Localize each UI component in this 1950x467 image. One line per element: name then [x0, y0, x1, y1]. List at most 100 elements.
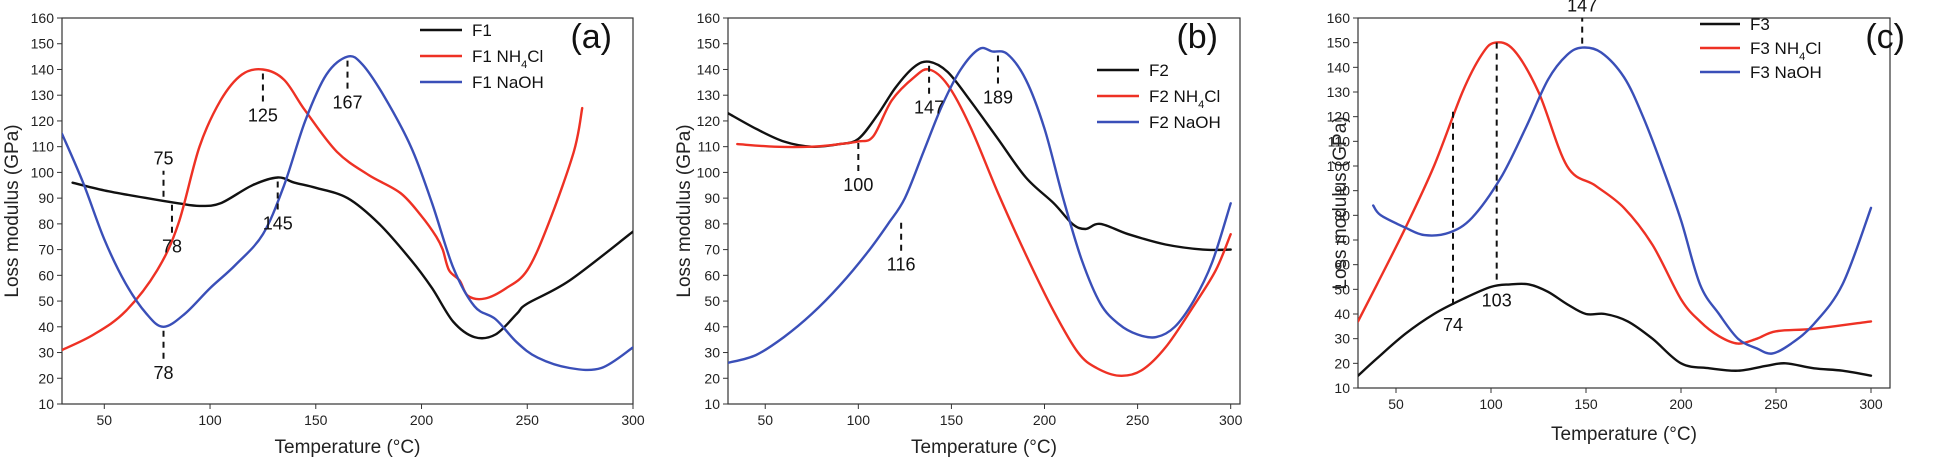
- x-tick-label: 200: [1033, 412, 1057, 428]
- series-line-f1-naoh: [62, 54, 633, 372]
- y-tick-label: 40: [38, 319, 54, 335]
- y-tick-label: 80: [704, 216, 720, 232]
- y-tick-label: 160: [1327, 10, 1351, 26]
- y-tick-label: 70: [704, 242, 720, 258]
- y-tick-label: 50: [1334, 281, 1350, 297]
- annotation-label: 78: [162, 237, 182, 257]
- x-tick-label: 300: [621, 412, 645, 428]
- y-tick-label: 90: [1334, 183, 1350, 199]
- y-tick-label: 120: [31, 113, 55, 129]
- annotation-label: 75: [153, 149, 173, 169]
- series-line-f3-naoh: [1372, 46, 1873, 355]
- series-line-f2-naoh: [728, 46, 1232, 364]
- series-line-f2-nh-cl: [736, 68, 1232, 377]
- x-tick-label: 150: [304, 412, 328, 428]
- annotation-label: 103: [1482, 290, 1512, 310]
- y-tick-label: 70: [1334, 232, 1350, 248]
- series-line-f3-nh-cl: [1358, 41, 1873, 345]
- annotation-label: 100: [843, 175, 873, 195]
- annotation-label: 147: [1567, 0, 1597, 16]
- y-tick-label: 100: [697, 164, 721, 180]
- y-axis-title: Loss modulus (GPa): [2, 124, 23, 297]
- x-axis-title: Temperature (°C): [275, 437, 421, 458]
- series-line-f3: [1358, 282, 1873, 377]
- x-tick-label: 250: [1126, 412, 1150, 428]
- y-tick-label: 90: [38, 190, 54, 206]
- annotation-label: 78: [153, 363, 173, 383]
- y-tick-label: 10: [38, 396, 54, 412]
- annotation-label: 125: [248, 105, 278, 125]
- panel-label: (c): [1865, 18, 1905, 56]
- x-tick-label: 50: [97, 412, 113, 428]
- y-tick-label: 120: [697, 113, 721, 129]
- y-tick-label: 60: [38, 267, 54, 283]
- x-tick-label: 200: [1669, 396, 1693, 412]
- y-tick-label: 80: [38, 216, 54, 232]
- y-tick-label: 20: [704, 370, 720, 386]
- y-tick-label: 110: [32, 139, 55, 155]
- x-axis-title: Temperature (°C): [911, 437, 1057, 458]
- y-tick-label: 130: [31, 87, 55, 103]
- y-tick-label: 130: [697, 87, 721, 103]
- y-tick-label: 50: [704, 293, 720, 309]
- panel-label: (b): [1176, 18, 1218, 56]
- y-tick-label: 100: [31, 164, 55, 180]
- y-tick-label: 40: [1334, 306, 1350, 322]
- y-tick-label: 20: [38, 370, 54, 386]
- legend-entry: F1 NH4Cl: [472, 47, 543, 71]
- x-tick-label: 250: [1764, 396, 1788, 412]
- legend-entry: F3 NH4Cl: [1750, 39, 1821, 63]
- series-line-f1-nh-cl: [62, 68, 584, 352]
- y-tick-label: 30: [38, 345, 54, 361]
- panel-a: 10 20 30 40 50 60 70 80 90 100 110 120 130 140 150 160 5…: [2, 10, 645, 458]
- legend-entry: F1: [472, 21, 492, 40]
- x-tick-label: 50: [757, 412, 773, 428]
- x-axis-title: Temperature (°C): [1551, 424, 1697, 445]
- x-tick-label: 100: [1479, 396, 1503, 412]
- series-line-f1: [71, 176, 633, 340]
- y-tick-label: 140: [697, 61, 721, 77]
- y-axis-title: Loss modulus (GPa): [674, 124, 695, 297]
- y-tick-label: 140: [1327, 59, 1351, 75]
- x-tick-label: 200: [410, 412, 434, 428]
- legend-entry: F3: [1750, 15, 1770, 34]
- y-tick-label: 160: [697, 10, 721, 26]
- x-tick-label: 100: [847, 412, 871, 428]
- annotation-label: 147: [914, 98, 944, 118]
- y-tick-label: 110: [698, 139, 721, 155]
- annotation-label: 145: [263, 214, 293, 234]
- y-tick-label: 160: [31, 10, 55, 26]
- y-tick-label: 150: [1327, 35, 1351, 51]
- y-tick-label: 130: [1327, 84, 1351, 100]
- y-tick-label: 80: [1334, 207, 1350, 223]
- y-tick-label: 100: [1327, 158, 1351, 174]
- plot-frame: [61, 17, 634, 405]
- panel-b: 10 20 30 40 50 60 70 80 90 100 110 120 130 140 150 160 5…: [674, 10, 1243, 458]
- y-tick-label: 150: [31, 36, 55, 52]
- y-tick-label: 90: [704, 190, 720, 206]
- y-tick-label: 110: [1328, 133, 1351, 149]
- plot-frame: [1357, 17, 1891, 389]
- y-tick-label: 30: [704, 345, 720, 361]
- x-tick-label: 150: [1574, 396, 1598, 412]
- y-tick-label: 50: [38, 293, 54, 309]
- y-tick-label: 120: [1327, 109, 1351, 125]
- y-tick-label: 140: [31, 61, 55, 77]
- legend-entry: F2 NH4Cl: [1149, 87, 1220, 111]
- series-group: [728, 46, 1232, 377]
- x-tick-label: 300: [1859, 396, 1883, 412]
- x-tick-label: 50: [1388, 396, 1404, 412]
- panel-label: (a): [570, 18, 612, 56]
- y-tick-label: 10: [1334, 380, 1350, 396]
- y-tick-label: 10: [704, 396, 720, 412]
- annotation-label: 74: [1443, 315, 1463, 335]
- y-tick-label: 60: [704, 267, 720, 283]
- plot-frame: [727, 17, 1241, 405]
- legend-entry: F3 NaOH: [1750, 63, 1822, 82]
- y-tick-label: 70: [38, 242, 54, 258]
- y-tick-label: 30: [1334, 331, 1350, 347]
- annotation-label: 189: [983, 87, 1013, 107]
- y-tick-label: 20: [1334, 355, 1350, 371]
- y-tick-label: 150: [697, 36, 721, 52]
- x-tick-label: 300: [1219, 412, 1243, 428]
